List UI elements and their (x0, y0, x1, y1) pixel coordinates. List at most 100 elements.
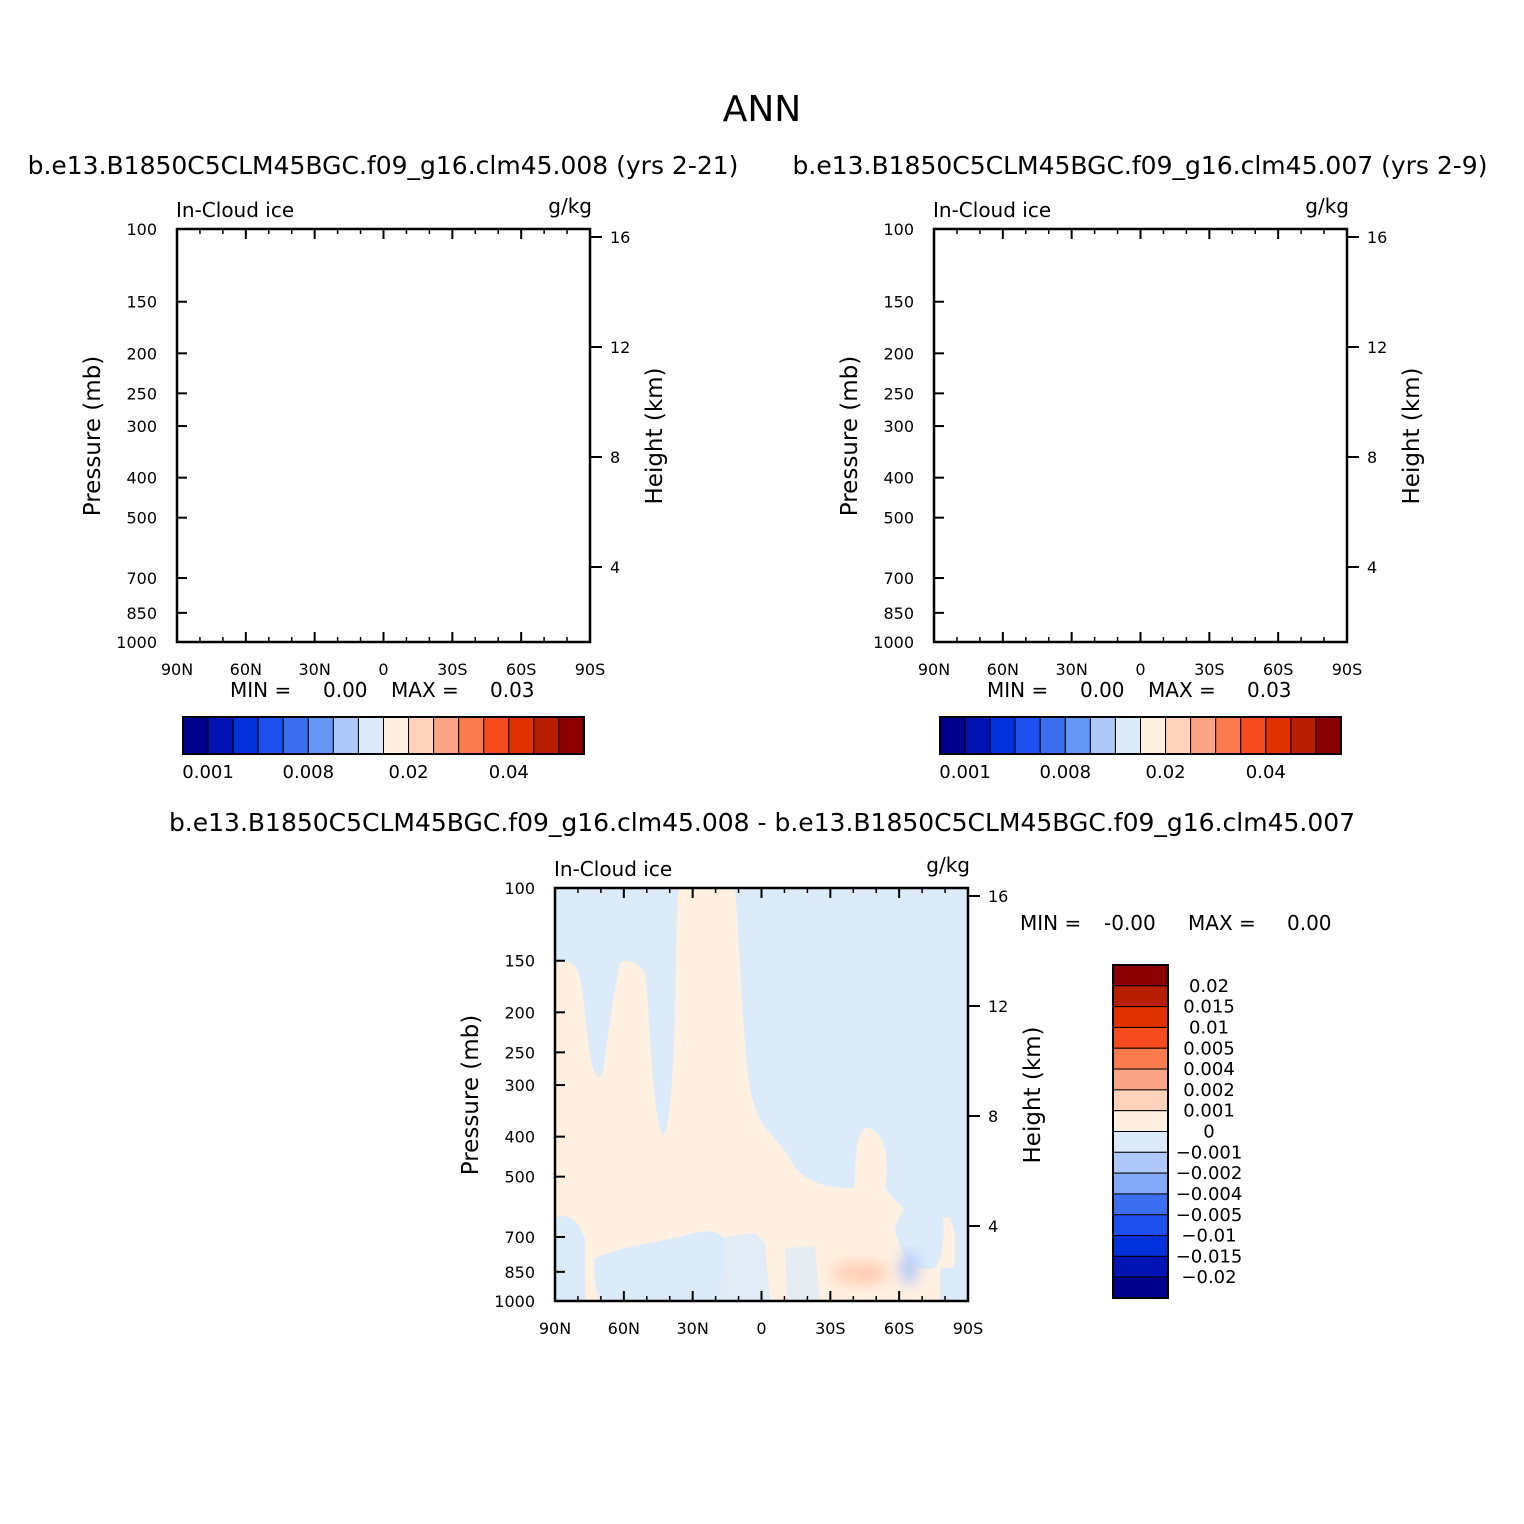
colorbar-box (383, 716, 410, 755)
y-axis-right-label: Height (km) (1020, 1026, 1046, 1163)
y-tick-label: 400 (504, 1128, 535, 1147)
colorbar-box (332, 716, 359, 755)
y-axis-right: 16 12 8 4 (968, 887, 1008, 1236)
x-tick-label: 60N (230, 660, 262, 679)
x-axis: 90N 60N 30N 0 30S 60S 90S (918, 229, 1362, 679)
y-tick-label: 500 (126, 509, 157, 528)
colorbar-label: 0.008 (283, 762, 335, 783)
panel-title: b.e13.B1850C5CLM45BGC.f09_g16.clm45.007 … (793, 151, 1488, 180)
colorbar-box (257, 716, 284, 755)
y-tick-label: 500 (504, 1168, 535, 1187)
x-tick-label: 90S (953, 1319, 984, 1338)
colorbar-label: 0.04 (489, 762, 529, 783)
colorbar: 0.020.0150.010.0050.0040.0020.0010−0.001… (1112, 964, 1243, 1299)
colorbar-label: 0.008 (1040, 762, 1092, 783)
contour-field (555, 888, 968, 1301)
y-tick-label: 250 (126, 384, 157, 403)
x-tick-label: 30S (815, 1319, 846, 1338)
colorbar-label: −0.015 (1176, 1246, 1243, 1267)
x-tick-label: 60S (506, 660, 537, 679)
units-label: g/kg (548, 194, 592, 218)
left-label: In-Cloud ice (176, 198, 294, 222)
figure-title: ANN (723, 89, 802, 130)
colorbar-box (1112, 1214, 1169, 1237)
x-tick-label: 60N (608, 1319, 640, 1338)
y-tick-label: 150 (126, 293, 157, 312)
colorbar-box (1140, 716, 1167, 755)
max-value: 0.00 (1287, 911, 1332, 935)
y-tick-label: 400 (126, 469, 157, 488)
y-axis-right: 16 12 8 4 (1347, 228, 1387, 577)
y-tick-label: 1000 (494, 1292, 535, 1311)
x-tick-label: 60S (1263, 660, 1294, 679)
x-tick-label: 30N (1056, 660, 1088, 679)
y-tick-label: 250 (504, 1043, 535, 1062)
colorbar-label: 0.001 (939, 762, 991, 783)
x-tick-label: 90N (161, 660, 193, 679)
y-right-tick-label: 12 (988, 997, 1008, 1016)
colorbar: 0.001 0.008 0.02 0.04 (182, 716, 585, 783)
colorbar-box (1215, 716, 1242, 755)
colorbar-box (1112, 1255, 1169, 1278)
y-right-tick-label: 4 (610, 558, 620, 577)
y-tick-label: 1000 (873, 633, 914, 652)
y-tick-label: 400 (883, 469, 914, 488)
colorbar-label: −0.005 (1176, 1205, 1243, 1226)
colorbar-box (1112, 1193, 1169, 1216)
y-tick-label: 700 (883, 569, 914, 588)
y-axis-right-label: Height (km) (1399, 367, 1425, 504)
colorbar-box (989, 716, 1016, 755)
x-tick-label: 0 (378, 660, 388, 679)
y-tick-label: 100 (504, 879, 535, 898)
colorbar-box (1039, 716, 1066, 755)
colorbar-box (282, 716, 309, 755)
colorbar-box (1190, 716, 1217, 755)
y-right-tick-label: 8 (1367, 448, 1377, 467)
colorbar-box (1112, 964, 1169, 987)
colorbar-box (508, 716, 535, 755)
colorbar-label: −0.001 (1176, 1142, 1243, 1163)
y-right-tick-label: 16 (988, 887, 1008, 906)
panel-title: b.e13.B1850C5CLM45BGC.f09_g16.clm45.008 … (28, 151, 739, 180)
x-axis: 90N 60N 30N 0 30S 60S 90S (539, 888, 983, 1338)
y-tick-label: 700 (504, 1228, 535, 1247)
x-tick-label: 90N (539, 1319, 571, 1338)
y-right-tick-label: 16 (1367, 228, 1387, 247)
y-axis: 100 150 200 250 300 400 500 700 850 1000 (494, 879, 565, 1311)
colorbar-label: 0.001 (1183, 1101, 1235, 1122)
colorbar-box (408, 716, 435, 755)
y-tick-label: 200 (126, 344, 157, 363)
y-axis: 100 150 200 250 300 400 500 700 850 1000 (873, 220, 944, 652)
colorbar-label: 0.02 (1146, 762, 1186, 783)
colorbar-label: 0.02 (389, 762, 429, 783)
colorbar-box (483, 716, 510, 755)
y-tick-label: 250 (883, 384, 914, 403)
y-tick-label: 100 (126, 220, 157, 239)
colorbar-label: 0 (1203, 1122, 1214, 1143)
min-label: MIN = (230, 678, 291, 702)
colorbar-box (558, 716, 585, 755)
colorbar-box (1315, 716, 1342, 755)
colorbar-box (232, 716, 259, 755)
x-tick-label: 90S (1332, 660, 1363, 679)
colorbar-box (307, 716, 334, 755)
min-label: MIN = (987, 678, 1048, 702)
y-right-tick-label: 4 (1367, 558, 1377, 577)
min-label: MIN = (1020, 911, 1081, 935)
colorbar-frame (1112, 964, 1169, 1299)
colorbar-box (1112, 1151, 1169, 1174)
y-tick-label: 500 (883, 509, 914, 528)
colorbar-box (1290, 716, 1317, 755)
y-axis: 100 150 200 250 300 400 500 700 850 1000 (116, 220, 187, 652)
y-right-tick-label: 12 (610, 338, 630, 357)
y-right-tick-label: 16 (610, 228, 630, 247)
min-value: 0.00 (1080, 678, 1125, 702)
y-tick-label: 100 (883, 220, 914, 239)
colorbar-box (1112, 1089, 1169, 1112)
min-value: 0.00 (323, 678, 368, 702)
colorbar-box (1089, 716, 1116, 755)
colorbar-label: −0.01 (1181, 1226, 1236, 1247)
colorbar-box (1112, 1006, 1169, 1028)
y-tick-label: 150 (504, 952, 535, 971)
